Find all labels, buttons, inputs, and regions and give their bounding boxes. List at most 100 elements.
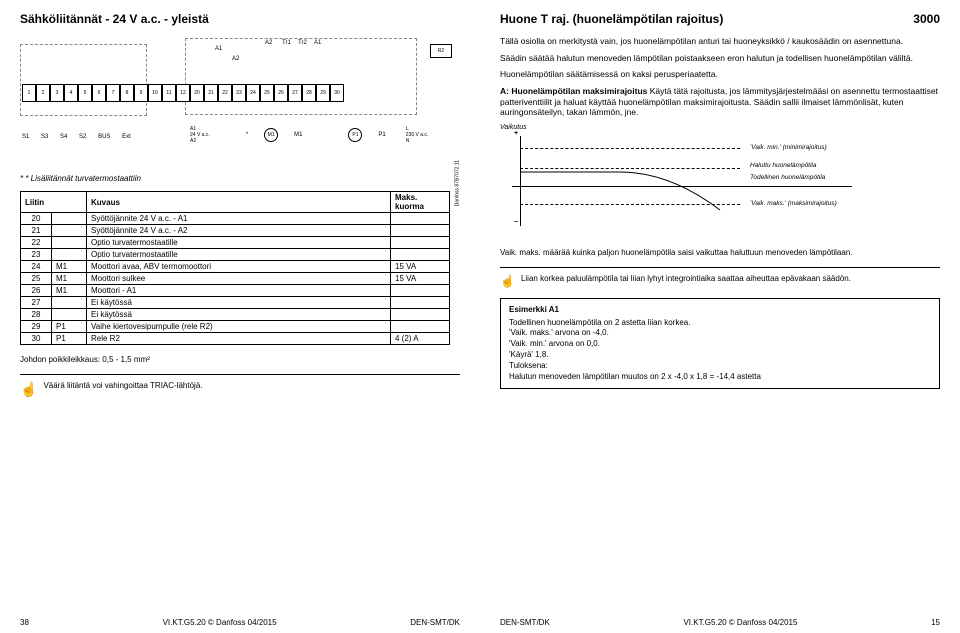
td-m	[52, 213, 87, 225]
glbl4: 'Vaik. maks.' (maksimirajoitus)	[750, 200, 837, 207]
td-m	[52, 309, 87, 321]
term-12: 12	[176, 84, 190, 102]
left-code: VI.KT.G5.20 © Danfoss 04/2015	[163, 618, 277, 627]
td-l	[391, 249, 450, 261]
td-l: 15 VA	[391, 261, 450, 273]
term-8: 8	[120, 84, 134, 102]
lbl-s2: S2	[79, 134, 86, 140]
td-m: M1	[52, 261, 87, 273]
lbl-s1: S1	[22, 134, 29, 140]
td-l	[391, 237, 450, 249]
td-d: Moottori avaa, ABV termomoottori	[87, 261, 391, 273]
td-num: 23	[21, 249, 52, 261]
terminals-table: Liitin Kuvaus Maks. kuorma 20 Syöttöjänn…	[20, 191, 450, 345]
td-num: 27	[21, 297, 52, 309]
lbl-a1: A1	[215, 46, 222, 52]
table-row: 27 Ei käytössä	[21, 297, 450, 309]
term-row-right: 2021222324252627282930	[190, 84, 344, 102]
lbl-a1b: A1	[314, 40, 321, 46]
term-7: 7	[106, 84, 120, 102]
warn-small-text: Liian korkea paluulämpötila tai liian ly…	[521, 274, 851, 288]
right-footer: DEN-SMT/DK VI.KT.G5.20 © Danfoss 04/2015…	[500, 618, 940, 627]
glbl3: Todellinen huonelämpötila	[750, 174, 825, 181]
td-num: 30	[21, 333, 52, 345]
term-5: 5	[78, 84, 92, 102]
line-min	[520, 148, 740, 149]
r-a2: A2	[190, 138, 210, 144]
td-d: Ei käytössä	[87, 297, 391, 309]
table-row: 21 Syöttöjännite 24 V a.c. - A2	[21, 225, 450, 237]
td-num: 25	[21, 273, 52, 285]
triac-warning: ☝ Väärä liitäntä voi vahingoittaa TRIAC-…	[20, 374, 460, 398]
p1: Tällä osiolla on merkitystä vain, jos hu…	[500, 36, 940, 47]
right-bot-labels: A1 24 V a.c. A2 * M1 M1 P1 P1 L 230 V a.…	[190, 126, 438, 144]
ex-l2: 'Vaik. maks.' arvona on -4,0.	[509, 328, 931, 339]
diagram-left-box	[20, 44, 147, 116]
td-l	[391, 213, 450, 225]
r-code: VI.KT.G5.20 © Danfoss 04/2015	[683, 618, 797, 627]
td-m	[52, 237, 87, 249]
td-num: 28	[21, 309, 52, 321]
left-title: Sähköliitännät - 24 V a.c. - yleistä	[20, 12, 460, 26]
minus-sign: −	[514, 219, 518, 226]
lbl-ext: Ext	[122, 134, 131, 140]
lbl-m1: M1	[294, 132, 302, 138]
td-d: Vaihe kiertovesipumpulle (rele R2)	[87, 321, 391, 333]
term-26: 26	[274, 84, 288, 102]
ex-head: Esimerkki A1	[509, 305, 931, 316]
divider	[500, 267, 940, 268]
term-25: 25	[260, 84, 274, 102]
lbl-a2: A2	[232, 56, 239, 62]
td-m: M1	[52, 273, 87, 285]
td-m: P1	[52, 333, 87, 345]
term-3: 3	[50, 84, 64, 102]
term-9: 9	[134, 84, 148, 102]
ex-l3: 'Vaik. min.' arvona on 0,0.	[509, 339, 931, 350]
plus-sign: +	[514, 130, 518, 137]
th-maks: Maks. kuorma	[391, 192, 450, 213]
td-d: Moottori sulkee	[87, 273, 391, 285]
r-den: DEN-SMT/DK	[500, 618, 550, 627]
td-d: Syöttöjännite 24 V a.c. - A2	[87, 225, 391, 237]
table-row: 24 M1 Moottori avaa, ABV termomoottori 1…	[21, 261, 450, 273]
left-page: Sähköliitännät - 24 V a.c. - yleistä A1 …	[0, 0, 480, 633]
td-num: 22	[21, 237, 52, 249]
top-num: 3000	[913, 12, 940, 30]
td-m	[52, 225, 87, 237]
td-d: Optio turvatermostaatille	[87, 249, 391, 261]
glbl2: Haluttu huonelämpötila	[750, 162, 817, 169]
effect-graph: Vaikutus + − 'Vaik. min.' (minimirajoitu…	[500, 124, 860, 244]
td-m: P1	[52, 321, 87, 333]
lbl-s4: S4	[60, 134, 67, 140]
left-footer: 38 VI.KT.G5.20 © Danfoss 04/2015 DEN-SMT…	[20, 618, 460, 627]
term-28: 28	[302, 84, 316, 102]
ex-l1: Todellinen huonelämpötila on 2 astetta l…	[509, 318, 931, 329]
left-pg: 38	[20, 618, 29, 627]
term-4: 4	[64, 84, 78, 102]
left-den: DEN-SMT/DK	[410, 618, 460, 627]
p1-icon: P1	[348, 128, 362, 142]
td-num: 26	[21, 285, 52, 297]
td-d: Syöttöjännite 24 V a.c. - A1	[87, 213, 391, 225]
cross-section: Johdon poikkileikkaus: 0,5 - 1,5 mm²	[20, 355, 460, 364]
left-bot-labels: S1 S3 S4 S2 BUS Ext	[22, 134, 141, 140]
hand-icon: ☝	[20, 381, 37, 398]
table-row: 20 Syöttöjännite 24 V a.c. - A1	[21, 213, 450, 225]
table-row: 29 P1 Vaihe kiertovesipumpulle (rele R2)	[21, 321, 450, 333]
graph-caption: Vaik. maks. määrää kuinka paljon huonelä…	[500, 248, 940, 257]
r-pg: 15	[931, 618, 940, 627]
td-l	[391, 297, 450, 309]
td-l	[391, 321, 450, 333]
table-row: 28 Ei käytössä	[21, 309, 450, 321]
td-d: Rele R2	[87, 333, 391, 345]
term-10: 10	[148, 84, 162, 102]
term-row-left: 123456789101112	[22, 84, 190, 102]
td-d: Optio turvatermostaatille	[87, 237, 391, 249]
term-21: 21	[204, 84, 218, 102]
lbl-bus: BUS	[98, 134, 110, 140]
term-1: 1	[22, 84, 36, 102]
th-liitin: Liitin	[21, 192, 87, 213]
footnote: * * Lisäliitännät turvatermostaattiin	[20, 174, 460, 183]
term-27: 27	[288, 84, 302, 102]
table-row: 26 M1 Moottori - A1	[21, 285, 450, 297]
